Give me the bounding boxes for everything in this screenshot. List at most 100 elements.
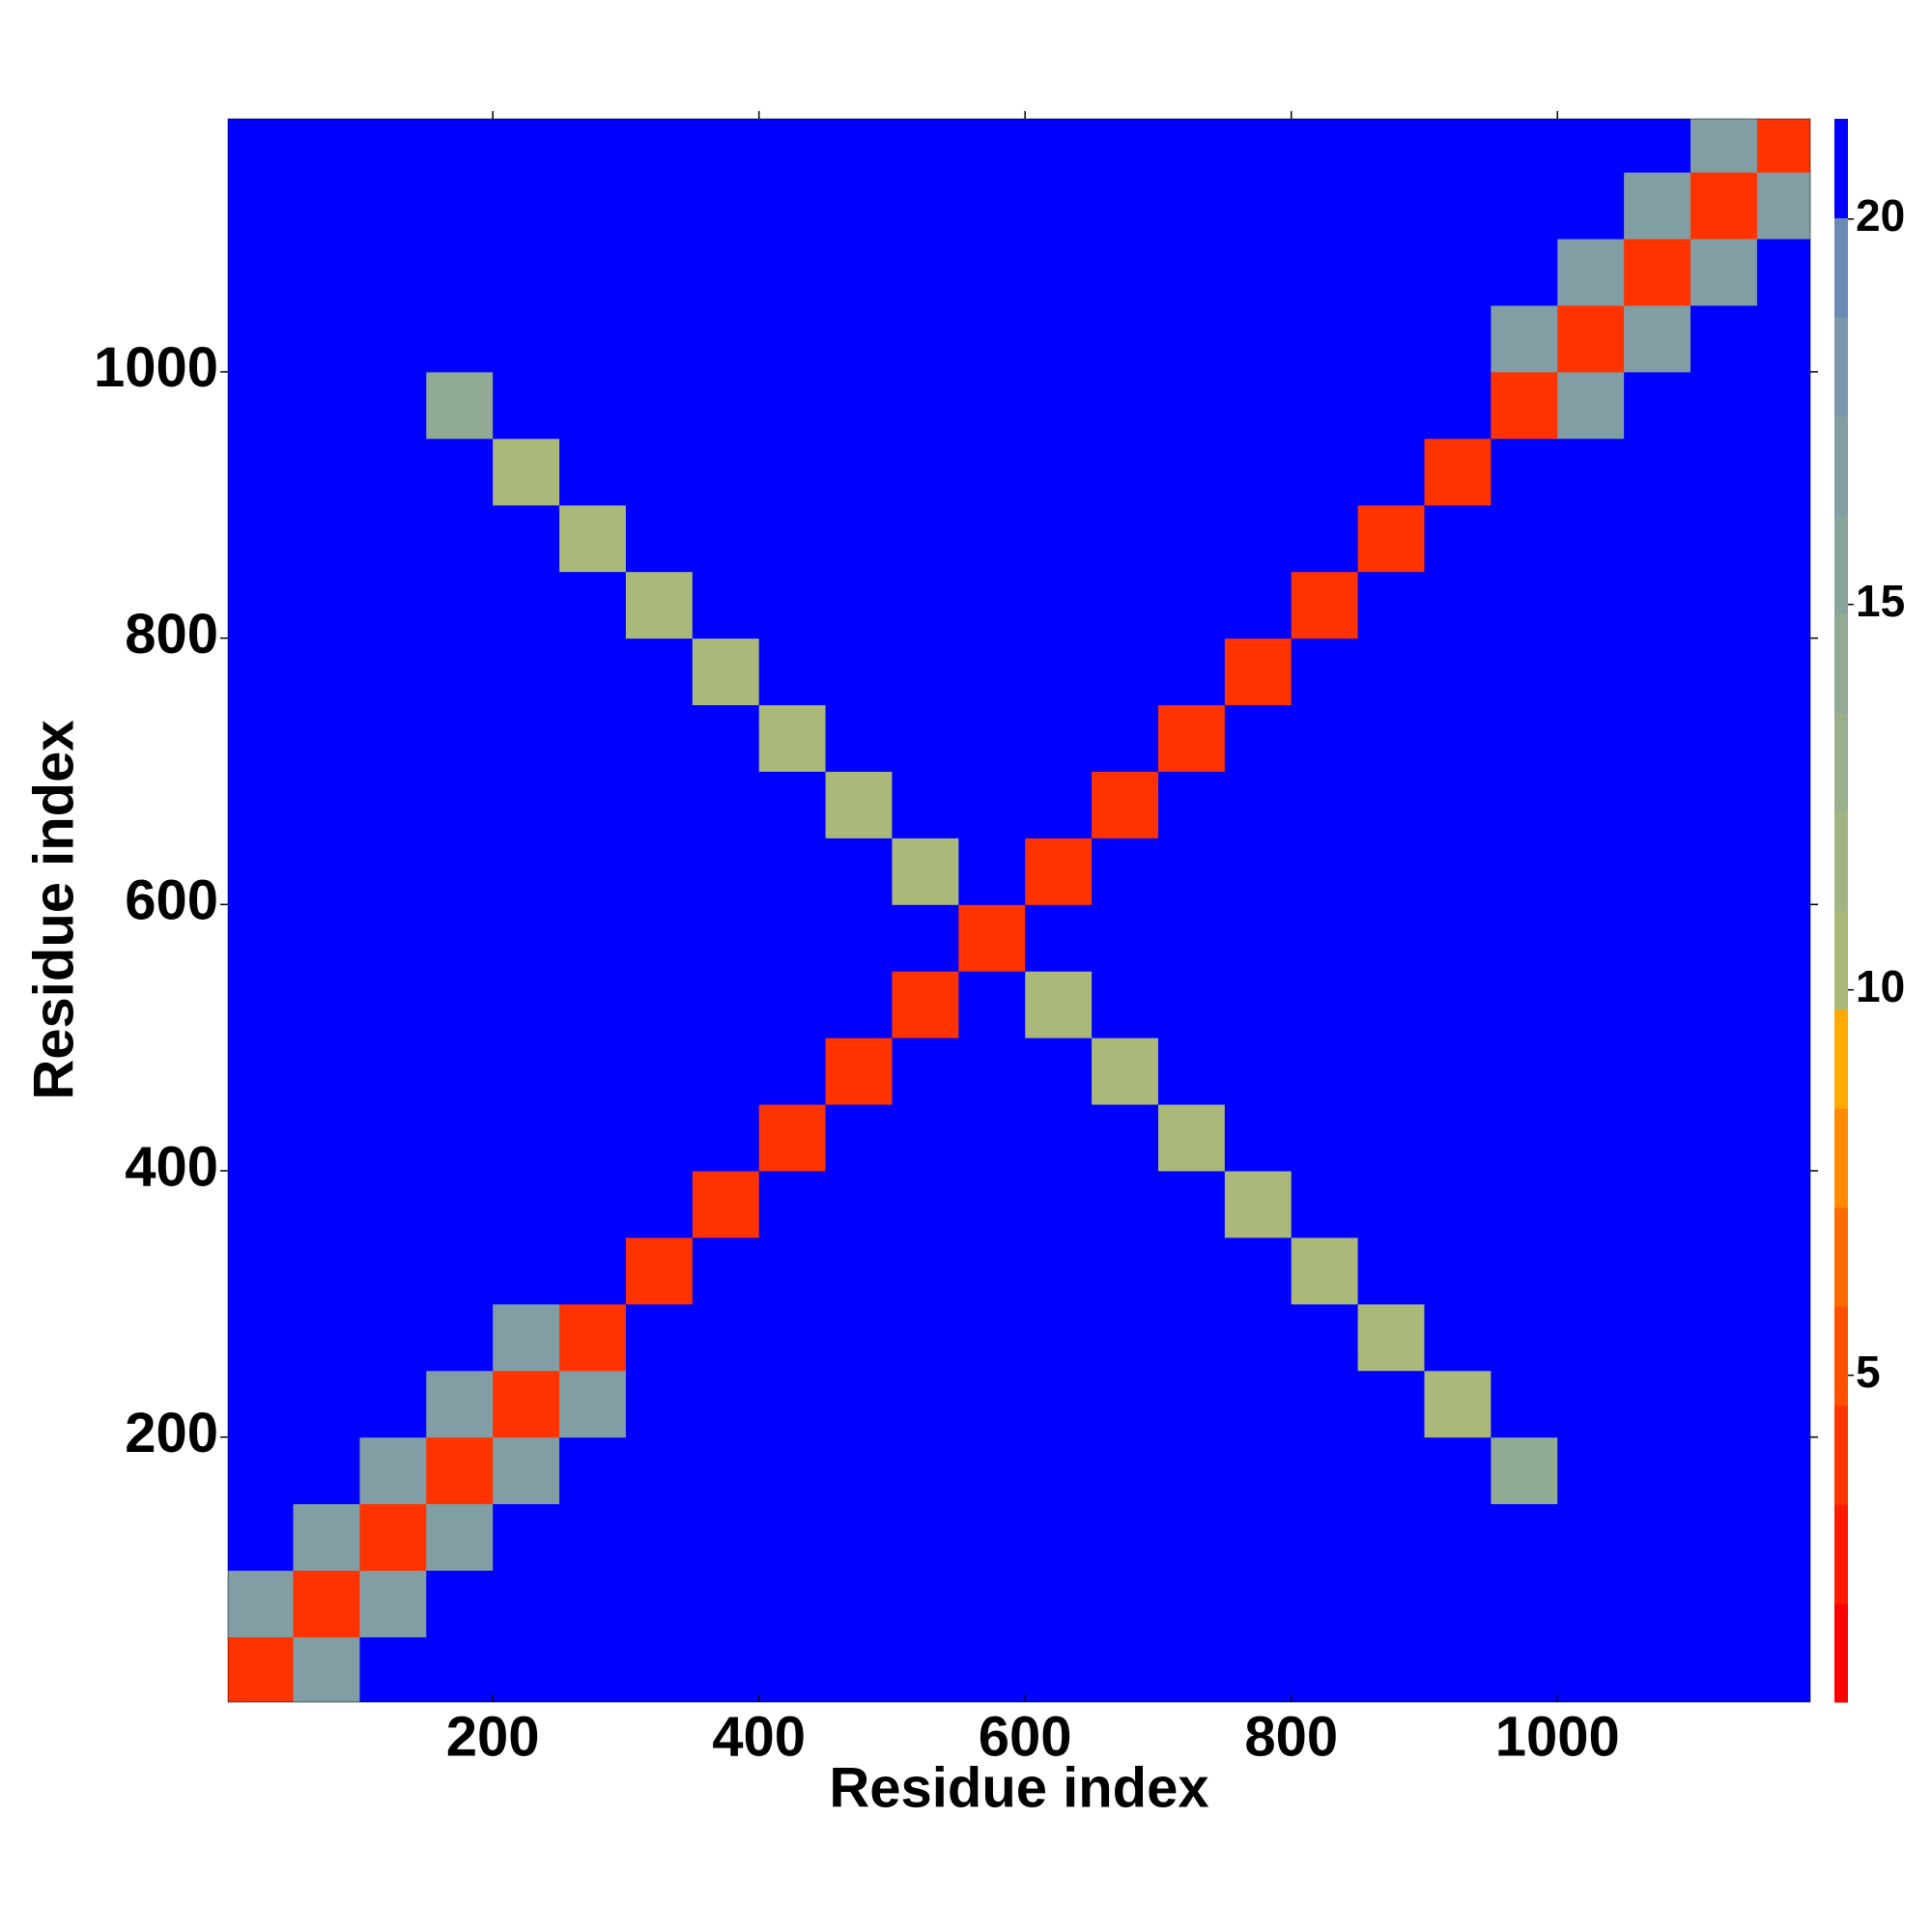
heatmap-cell: [692, 771, 760, 838]
heatmap-cell: [1690, 371, 1758, 440]
heatmap-cell: [228, 1636, 295, 1702]
heatmap-cell: [1291, 438, 1359, 506]
heatmap-cell: [758, 1170, 827, 1238]
heatmap-cell: [426, 371, 494, 440]
heatmap-cell: [958, 172, 1026, 240]
heatmap-cell: [1557, 304, 1625, 373]
heatmap-cell: [1756, 1370, 1810, 1438]
heatmap-cell: [1291, 771, 1359, 838]
heatmap-cell: [293, 304, 360, 373]
heatmap-cell: [1157, 438, 1226, 506]
heatmap-cell: [426, 971, 494, 1038]
heatmap-cell: [958, 704, 1026, 772]
heatmap-cell: [426, 1236, 494, 1305]
heatmap-cell: [493, 971, 560, 1038]
heatmap-cell: [1624, 1570, 1691, 1637]
heatmap-cell: [1224, 571, 1293, 639]
heatmap-cell: [1424, 119, 1492, 173]
heatmap-cell: [1224, 1037, 1293, 1105]
heatmap-cell: [1424, 571, 1492, 639]
heatmap-cell: [493, 1370, 560, 1438]
heatmap-cell: [692, 1503, 760, 1572]
heatmap-cell: [692, 438, 760, 506]
heatmap-cell: [892, 1436, 959, 1505]
heatmap-cell: [825, 1636, 893, 1702]
heatmap-cell: [228, 704, 295, 772]
heatmap-cell: [1157, 904, 1226, 972]
heatmap-cell: [1291, 371, 1359, 440]
heatmap-cell: [426, 904, 494, 972]
heatmap-cell: [1624, 172, 1691, 240]
colorbar-tick-label: 5: [1856, 1347, 1881, 1397]
heatmap-cell: [1357, 1370, 1425, 1438]
heatmap-cell: [1224, 438, 1293, 506]
heatmap-cell: [1624, 1170, 1691, 1238]
heatmap-cell: [1224, 1436, 1293, 1505]
heatmap-cell: [493, 1570, 560, 1637]
heatmap-cell: [625, 838, 694, 905]
heatmap-cell: [1690, 1436, 1758, 1505]
heatmap-cell: [1224, 704, 1293, 772]
heatmap-cell: [1092, 239, 1159, 306]
heatmap-cell: [1157, 119, 1226, 173]
heatmap-cell: [892, 371, 959, 440]
heatmap-cell: [958, 1636, 1026, 1702]
heatmap-cell: [958, 1236, 1026, 1305]
heatmap-cell: [1557, 1170, 1625, 1238]
heatmap-cell: [293, 838, 360, 905]
heatmap-cell: [958, 1370, 1026, 1438]
heatmap-cell: [426, 1503, 494, 1572]
heatmap-cell: [493, 1503, 560, 1572]
heatmap-cell: [1224, 1636, 1293, 1702]
heatmap-cell: [1025, 638, 1093, 706]
heatmap-cell: [758, 504, 827, 573]
heatmap-cell: [1357, 1170, 1425, 1238]
heatmap-cell: [625, 971, 694, 1038]
heatmap-cell: [1025, 119, 1093, 173]
heatmap-cell: [559, 571, 627, 639]
heatmap-cell: [958, 504, 1026, 573]
heatmap-cell: [625, 571, 694, 639]
heatmap-cell: [1291, 1303, 1359, 1372]
heatmap-cell: [1357, 838, 1425, 905]
heatmap-cell: [1491, 1370, 1558, 1438]
heatmap-cell: [293, 971, 360, 1038]
heatmap-cell: [228, 1170, 295, 1238]
heatmap-cell: [1092, 571, 1159, 639]
colorbar-band: [1834, 910, 1848, 1010]
heatmap-cell: [758, 1303, 827, 1372]
heatmap-cell: [625, 1503, 694, 1572]
heatmap-cell: [1357, 239, 1425, 306]
heatmap-cell: [1025, 971, 1093, 1038]
heatmap-cell: [825, 838, 893, 905]
heatmap-cell: [359, 771, 427, 838]
heatmap-cell: [1224, 304, 1293, 373]
heatmap-cell: [1092, 1570, 1159, 1637]
heatmap-cell: [1557, 239, 1625, 306]
heatmap-cell: [1624, 119, 1691, 173]
heatmap-cell: [359, 638, 427, 706]
heatmap-cell: [958, 1303, 1026, 1372]
heatmap-cell: [1157, 1104, 1226, 1172]
heatmap-cell: [758, 1436, 827, 1505]
colorbar-band: [1834, 415, 1848, 516]
heatmap-cell: [1424, 904, 1492, 972]
heatmap-cell: [1424, 838, 1492, 905]
heatmap-cell: [493, 1636, 560, 1702]
heatmap-cell: [1157, 1570, 1226, 1637]
heatmap-cell: [426, 771, 494, 838]
heatmap-cell: [1756, 704, 1810, 772]
heatmap-cell: [559, 172, 627, 240]
heatmap-cell: [1291, 704, 1359, 772]
heatmap-cell: [559, 1236, 627, 1305]
heatmap-cell: [758, 971, 827, 1038]
heatmap-cell: [758, 838, 827, 905]
heatmap-cell: [493, 304, 560, 373]
heatmap-cell: [1624, 504, 1691, 573]
heatmap-cell: [1756, 239, 1810, 306]
heatmap-cell: [359, 971, 427, 1038]
heatmap-cell: [1491, 1636, 1558, 1702]
heatmap-cell: [758, 704, 827, 772]
heatmap-cell: [228, 172, 295, 240]
heatmap-cell: [359, 1503, 427, 1572]
